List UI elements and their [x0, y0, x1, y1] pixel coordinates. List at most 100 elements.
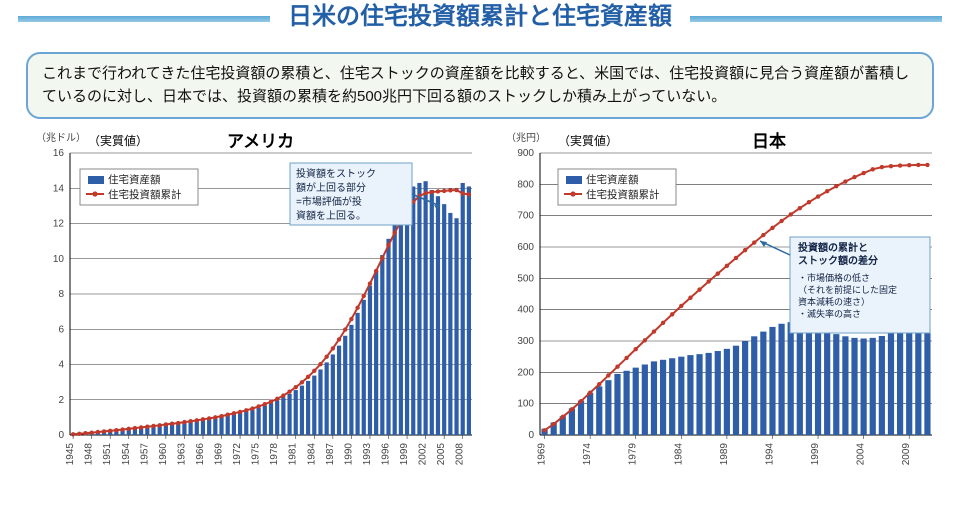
bar	[312, 375, 316, 434]
line-marker	[120, 427, 124, 431]
line-marker	[615, 364, 619, 368]
line-marker	[834, 184, 838, 188]
bar	[815, 328, 821, 435]
bar	[861, 338, 867, 435]
us-svg: （兆ドル）（実質値）アメリカ02468101214161945194819511…	[22, 127, 482, 477]
bar	[633, 367, 639, 434]
real-value-label: （実質値）	[558, 133, 618, 148]
line-marker	[916, 162, 920, 166]
x-tick: 1972	[232, 442, 243, 465]
line-marker	[164, 422, 168, 426]
annotation-bullet: 資本減耗の速さ）	[798, 296, 870, 307]
bar	[368, 285, 372, 434]
line-marker	[907, 163, 911, 167]
y-tick: 700	[517, 210, 534, 221]
y-tick: 0	[58, 430, 64, 441]
bar	[696, 354, 702, 435]
line-marker	[269, 399, 273, 403]
line-marker	[430, 189, 434, 193]
line-marker	[331, 346, 335, 350]
bar	[355, 312, 359, 434]
line-marker	[108, 428, 112, 432]
bar	[442, 204, 446, 435]
bar	[287, 393, 291, 434]
y-tick: 600	[517, 242, 534, 253]
line-marker	[634, 346, 638, 350]
line-marker	[871, 167, 875, 171]
line-series	[73, 190, 469, 434]
line-marker	[761, 232, 765, 236]
line-marker	[263, 401, 267, 405]
bar	[250, 409, 254, 434]
line-marker	[306, 374, 310, 378]
bar	[362, 299, 366, 434]
bar	[201, 419, 205, 435]
line-marker	[889, 163, 893, 167]
line-marker	[423, 190, 427, 194]
bar	[706, 352, 712, 434]
title-bar: 日米の住宅投資額累計と住宅資産額	[18, 0, 942, 46]
x-tick: 1978	[269, 442, 280, 465]
y-tick: 16	[53, 148, 65, 159]
bar	[343, 335, 347, 434]
bar	[219, 416, 223, 434]
y-tick: 500	[517, 273, 534, 284]
charts-row: （兆ドル）（実質値）アメリカ02468101214161945194819511…	[18, 127, 942, 477]
line-marker	[226, 412, 230, 416]
x-tick: 1954	[121, 442, 132, 465]
bar	[915, 323, 921, 434]
x-tick: 1984	[673, 442, 684, 465]
chart-us: （兆ドル）（実質値）アメリカ02468101214161945194819511…	[22, 127, 482, 477]
chart-jp: （兆円）（実質値）日本01002003004005006007008009001…	[492, 127, 942, 477]
bar	[924, 328, 930, 435]
bar	[870, 337, 876, 434]
line-marker	[281, 393, 285, 397]
bar	[424, 181, 428, 435]
line-marker	[570, 407, 574, 411]
line-marker	[89, 430, 93, 434]
bar	[275, 400, 279, 435]
line-marker	[679, 303, 683, 307]
line-marker	[312, 368, 316, 372]
y-tick: 400	[517, 304, 534, 315]
real-value-label: （実質値）	[88, 133, 148, 148]
line-marker	[852, 174, 856, 178]
jp-svg: （兆円）（実質値）日本01002003004005006007008009001…	[492, 127, 942, 477]
line-marker	[652, 329, 656, 333]
y-tick: 8	[58, 289, 64, 300]
x-tick: 1948	[84, 442, 95, 465]
x-tick: 1969	[214, 442, 225, 465]
legend-swatch-bars	[88, 176, 104, 184]
bar	[888, 332, 894, 434]
line-marker	[436, 189, 440, 193]
line-marker	[213, 415, 217, 419]
line-marker	[898, 163, 902, 167]
line-marker	[670, 312, 674, 316]
y-tick: 800	[517, 179, 534, 190]
bar	[318, 369, 322, 435]
bar	[454, 218, 458, 435]
x-tick: 2004	[856, 442, 867, 465]
annotation-line: 額が上回る部分	[296, 181, 366, 194]
bar	[742, 341, 748, 435]
bar	[797, 322, 803, 434]
annotation-title: ストック額の差分	[798, 254, 878, 267]
bar	[281, 397, 285, 435]
y-tick: 100	[517, 398, 534, 409]
line-marker	[349, 316, 353, 320]
line-marker	[96, 429, 100, 433]
x-tick: 1945	[65, 442, 76, 465]
line-marker	[324, 354, 328, 358]
line-marker	[201, 417, 205, 421]
line-marker	[157, 423, 161, 427]
bar	[393, 222, 397, 434]
line-marker	[77, 431, 81, 435]
line-marker	[195, 418, 199, 422]
annotation-line: 資額を上回る。	[296, 209, 366, 222]
line-marker	[362, 293, 366, 297]
y-tick: 12	[53, 218, 65, 229]
line-marker	[448, 188, 452, 192]
x-tick: 2008	[455, 442, 466, 465]
page-title: 日米の住宅投資額累計と住宅資産額	[270, 0, 690, 31]
line-marker	[294, 385, 298, 389]
